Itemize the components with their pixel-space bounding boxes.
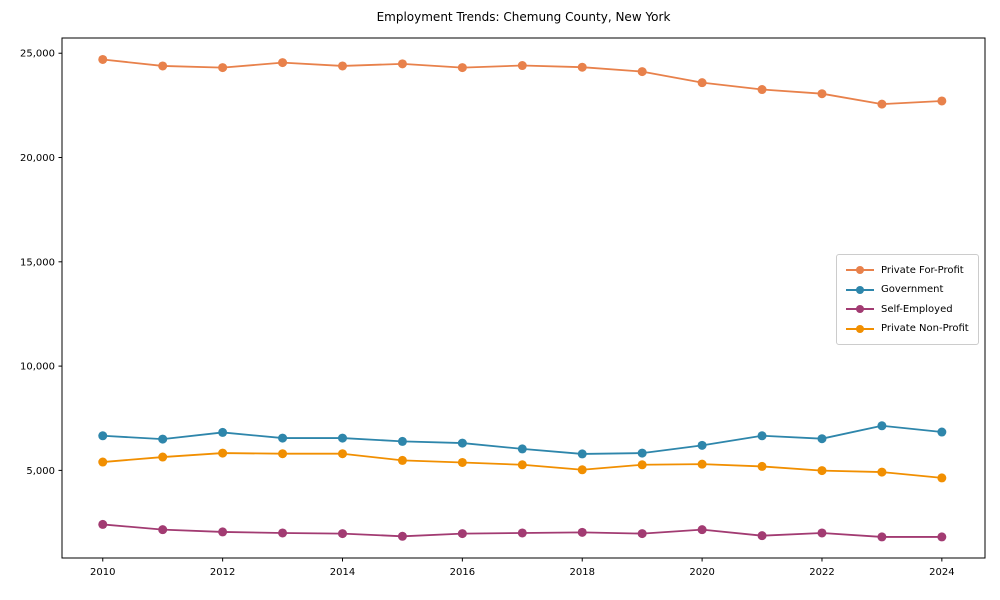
data-point-private-non-profit bbox=[877, 467, 887, 477]
data-point-private-for-profit bbox=[697, 78, 707, 88]
data-point-private-non-profit bbox=[697, 459, 707, 469]
data-point-private-non-profit bbox=[757, 461, 767, 471]
data-point-self-employed bbox=[337, 529, 347, 539]
data-point-private-for-profit bbox=[278, 58, 288, 68]
legend-item-private-for-profit: Private For-Profit bbox=[846, 263, 969, 277]
data-point-self-employed bbox=[517, 528, 527, 538]
data-point-private-for-profit bbox=[637, 67, 647, 77]
legend-item-government: Government bbox=[846, 283, 969, 297]
line-marker-icon bbox=[846, 324, 874, 333]
data-point-private-non-profit bbox=[637, 460, 647, 470]
data-point-government bbox=[98, 431, 108, 441]
data-point-private-for-profit bbox=[218, 63, 228, 73]
x-tick-label: 2014 bbox=[330, 567, 355, 578]
data-point-private-non-profit bbox=[337, 449, 347, 459]
data-point-self-employed bbox=[457, 529, 467, 539]
x-tick-label: 2010 bbox=[90, 567, 115, 578]
data-point-self-employed bbox=[397, 531, 407, 541]
x-tick-label: 2018 bbox=[570, 567, 595, 578]
line-marker-icon bbox=[846, 266, 874, 275]
data-point-private-for-profit bbox=[337, 61, 347, 71]
data-point-self-employed bbox=[937, 532, 947, 542]
data-point-government bbox=[397, 436, 407, 446]
legend: Private For-Profit Government Self-Emplo… bbox=[836, 254, 979, 345]
data-point-self-employed bbox=[877, 532, 887, 542]
x-tick-label: 2016 bbox=[450, 567, 475, 578]
data-point-private-for-profit bbox=[757, 85, 767, 95]
line-marker-icon bbox=[846, 305, 874, 314]
x-tick-label: 2012 bbox=[210, 567, 235, 578]
data-point-private-for-profit bbox=[158, 61, 168, 71]
data-point-private-for-profit bbox=[397, 59, 407, 69]
data-point-self-employed bbox=[278, 528, 288, 538]
data-point-private-for-profit bbox=[817, 89, 827, 99]
data-point-government bbox=[877, 421, 887, 431]
x-tick-label: 2022 bbox=[809, 567, 834, 578]
data-point-government bbox=[457, 438, 467, 448]
legend-item-private-non-profit: Private Non-Profit bbox=[846, 322, 969, 336]
data-point-government bbox=[577, 449, 587, 459]
data-point-private-non-profit bbox=[517, 460, 527, 470]
x-tick-label: 2020 bbox=[689, 567, 714, 578]
data-point-private-non-profit bbox=[158, 452, 168, 462]
data-point-self-employed bbox=[697, 525, 707, 535]
data-point-private-non-profit bbox=[457, 457, 467, 467]
data-point-self-employed bbox=[158, 525, 168, 535]
y-tick-label: 25,000 bbox=[20, 49, 55, 60]
data-point-self-employed bbox=[637, 529, 647, 539]
data-point-government bbox=[637, 448, 647, 458]
y-tick-label: 5,000 bbox=[26, 466, 55, 477]
data-point-self-employed bbox=[98, 519, 108, 529]
data-point-private-non-profit bbox=[397, 455, 407, 465]
data-point-self-employed bbox=[757, 531, 767, 541]
data-point-government bbox=[517, 444, 527, 454]
data-point-self-employed bbox=[577, 527, 587, 537]
legend-label: Self-Employed bbox=[881, 303, 953, 315]
data-point-private-for-profit bbox=[577, 62, 587, 72]
data-point-private-for-profit bbox=[457, 63, 467, 73]
data-point-private-non-profit bbox=[577, 465, 587, 475]
data-point-private-non-profit bbox=[218, 448, 228, 458]
data-point-private-for-profit bbox=[877, 99, 887, 109]
data-point-private-non-profit bbox=[278, 449, 288, 459]
y-tick-label: 10,000 bbox=[20, 362, 55, 373]
data-point-government bbox=[337, 433, 347, 443]
data-point-government bbox=[757, 431, 767, 441]
data-point-private-non-profit bbox=[98, 457, 108, 467]
x-tick-label: 2024 bbox=[929, 567, 954, 578]
data-point-private-for-profit bbox=[517, 61, 527, 71]
legend-label: Private Non-Profit bbox=[881, 323, 969, 335]
data-point-government bbox=[937, 427, 947, 437]
data-point-government bbox=[158, 434, 168, 444]
data-point-private-non-profit bbox=[817, 466, 827, 476]
legend-item-self-employed: Self-Employed bbox=[846, 302, 969, 316]
data-point-government bbox=[817, 434, 827, 444]
y-tick-label: 20,000 bbox=[20, 153, 55, 164]
data-point-self-employed bbox=[817, 528, 827, 538]
y-tick-label: 15,000 bbox=[20, 257, 55, 268]
data-point-private-for-profit bbox=[98, 54, 108, 64]
line-marker-icon bbox=[846, 285, 874, 294]
data-point-government bbox=[278, 433, 288, 443]
data-point-government bbox=[218, 427, 228, 437]
data-point-private-for-profit bbox=[937, 96, 947, 106]
data-point-government bbox=[697, 440, 707, 450]
axes-spines bbox=[61, 37, 986, 559]
data-point-private-non-profit bbox=[937, 473, 947, 483]
legend-label: Private For-Profit bbox=[881, 264, 964, 276]
chart-title: Employment Trends: Chemung County, New Y… bbox=[376, 10, 671, 24]
data-point-self-employed bbox=[218, 527, 228, 537]
legend-label: Government bbox=[881, 284, 944, 296]
